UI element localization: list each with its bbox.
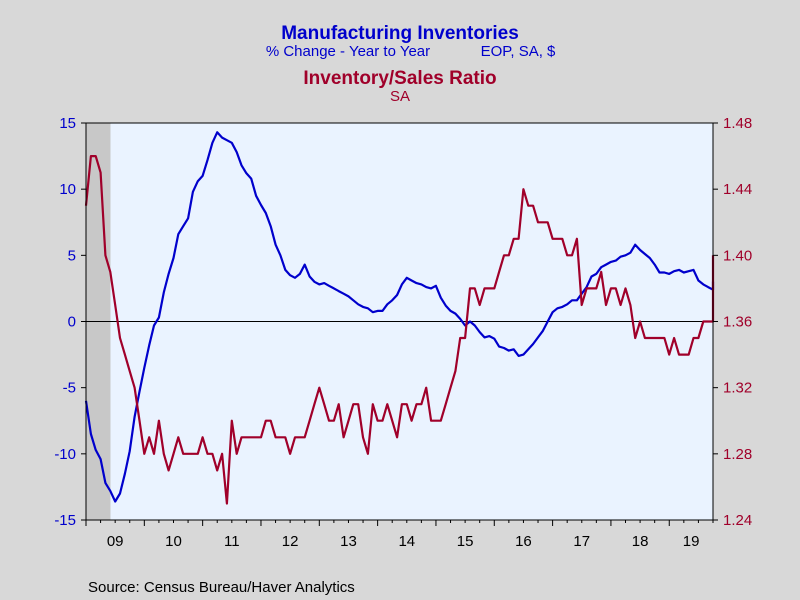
x-tick-label: 17	[573, 533, 590, 550]
right-tick-label: 1.28	[723, 446, 752, 463]
chart-title-secondary: Inventory/Sales Ratio	[303, 68, 496, 89]
chart-subtitle-right: EOP, SA, $	[481, 43, 556, 60]
right-axis: 1.48 1.44 1.40 1.36 1.32 1.28 1.24	[713, 115, 752, 529]
series-line-2	[84, 155, 715, 505]
left-tick-label: -15	[54, 512, 76, 529]
left-axis: 15 10 5 0 -5 -10 -15	[54, 115, 86, 529]
right-tick-label: 1.24	[723, 512, 752, 529]
x-tick-label: 13	[340, 533, 357, 550]
left-tick-label: -10	[54, 446, 76, 463]
x-tick-label: 10	[165, 533, 182, 550]
x-tick-label: 14	[398, 533, 415, 550]
x-tick-label: 09	[107, 533, 124, 550]
right-tick-label: 1.48	[723, 115, 752, 132]
chart-title: Manufacturing Inventories	[281, 23, 519, 44]
chart-subtitle-secondary: SA	[390, 88, 410, 105]
right-tick-label: 1.40	[723, 247, 752, 264]
x-tick-label: 11	[224, 533, 240, 550]
left-tick-label: -5	[63, 380, 76, 397]
right-tick-label: 1.32	[723, 380, 752, 397]
left-tick-label: 10	[59, 181, 76, 198]
left-tick-label: 0	[68, 314, 76, 331]
series-group	[84, 131, 715, 505]
x-tick-label: 19	[683, 533, 700, 550]
source-note: Source: Census Bureau/Haver Analytics	[88, 579, 355, 596]
x-tick-label: 12	[282, 533, 299, 550]
series-line-1	[84, 131, 715, 503]
x-tick-label: 18	[632, 533, 649, 550]
chart-subtitle-left: % Change - Year to Year	[266, 43, 430, 60]
x-axis: 09 10 11 12 13 14 15 16 17 18 19	[85, 520, 714, 550]
right-tick-label: 1.36	[723, 314, 752, 331]
left-tick-label: 15	[59, 115, 76, 132]
x-tick-label: 15	[457, 533, 474, 550]
left-tick-label: 5	[68, 247, 76, 264]
x-tick-label: 16	[515, 533, 532, 550]
right-tick-label: 1.44	[723, 181, 752, 198]
